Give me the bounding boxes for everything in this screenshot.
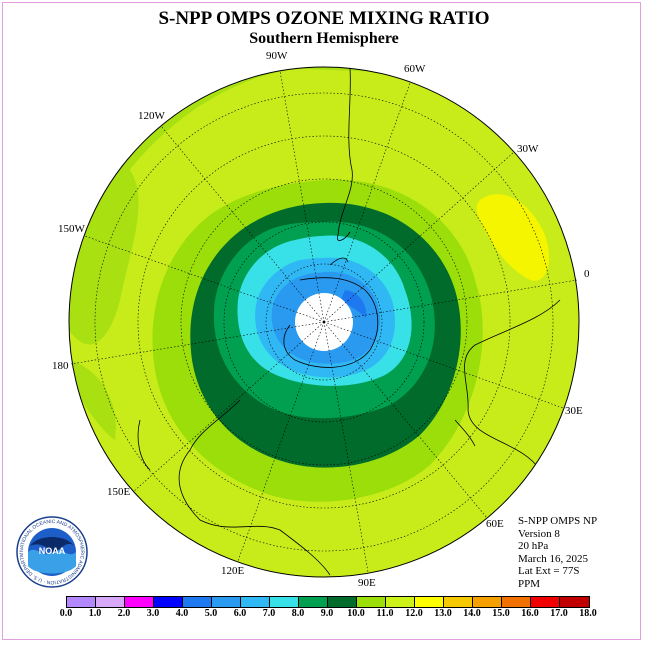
meridian-180 — [70, 321, 325, 365]
meridian-30w — [323, 151, 515, 323]
colorbar-tick-label: 1.0 — [88, 608, 102, 619]
coast-africa-tip — [464, 299, 561, 471]
coast-south-america — [337, 67, 353, 241]
coast-nz — [137, 419, 151, 471]
colorbar-tick-label: 18.0 — [579, 608, 597, 619]
lon-label-60w: 60W — [404, 63, 426, 75]
colorbar-tick-label: 13.0 — [434, 608, 452, 619]
meridian-150w — [84, 235, 325, 323]
colorbar-cell-1 — [96, 597, 125, 607]
field-13 — [476, 194, 550, 281]
coast-antarctica — [283, 277, 379, 368]
coastlines — [137, 67, 561, 576]
colorbar-tick-label: 3.0 — [146, 608, 160, 619]
meridian-30e — [323, 321, 564, 409]
colorbar-cell-3 — [154, 597, 183, 607]
colorbar-cell-12 — [415, 597, 444, 607]
colorbar-tick-label: 6.0 — [233, 608, 247, 619]
colorbar-cell-13 — [444, 597, 473, 607]
lon-label-60e: 60E — [486, 518, 504, 530]
logo-text: NOAA — [39, 546, 66, 556]
lon-label-90w: 90W — [266, 50, 288, 62]
info-level: 20 hPa — [518, 540, 549, 553]
colorbar-cell-2 — [125, 597, 154, 607]
coast-peninsula — [329, 257, 349, 266]
map-title: S-NPP OMPS OZONE MIXING RATIO — [158, 8, 490, 29]
colorbar-tick-label: 4.0 — [175, 608, 189, 619]
field-4-5 — [340, 290, 367, 318]
lon-label-90e: 90E — [358, 577, 376, 589]
colorbar-tick-label: 16.0 — [521, 608, 539, 619]
lat-circle-3 — [180, 178, 468, 466]
colorbar-cell-0 — [67, 597, 96, 607]
colorbar-cell-4 — [183, 597, 212, 607]
meridian-60e — [323, 321, 488, 519]
meridian-150e — [132, 321, 325, 493]
meridian-90w — [279, 70, 325, 323]
colorbar-cell-6 — [241, 597, 270, 607]
meridian-0 — [323, 279, 578, 323]
colorbar-cell-16 — [531, 597, 560, 607]
field-rim-left — [69, 170, 139, 345]
lon-label-0: 0 — [584, 268, 590, 280]
lon-label-150e: 150E — [107, 486, 131, 498]
colorbar-tick-label: 2.0 — [117, 608, 131, 619]
meridian-60w — [323, 82, 411, 323]
lon-label-30e: 30E — [565, 405, 583, 417]
colorbar-cell-5 — [212, 597, 241, 607]
colorbar — [66, 596, 590, 608]
map-boundary — [68, 66, 580, 578]
south-pole-marker — [322, 320, 326, 324]
lat-circle-2 — [223, 221, 425, 423]
info-block: S-NPP OMPS NP Version 8 20 hPa March 16,… — [518, 515, 597, 591]
info-instrument: S-NPP OMPS NP — [518, 515, 598, 527]
lon-label-30w: 30W — [517, 143, 539, 155]
field-rim-left2 — [70, 360, 116, 440]
colorbar-cell-14 — [473, 597, 502, 607]
info-units: PPM — [518, 577, 541, 590]
lon-label-120w: 120W — [138, 110, 165, 122]
lon-label-150w: 150W — [58, 223, 85, 235]
info-date: March 16, 2025 — [518, 552, 588, 565]
colorbar-tick-label: 10.0 — [347, 608, 365, 619]
info-version: Version 8 — [518, 527, 560, 540]
info-lat-ext: Lat Ext = 77S — [518, 565, 580, 578]
colorbar-tick-label: 12.0 — [405, 608, 423, 619]
logo-wave-icon — [28, 549, 76, 574]
lat-circle-5 — [94, 92, 554, 552]
lat-circle-4 — [137, 135, 511, 509]
coast-australia — [178, 399, 331, 576]
colorbar-cell-8 — [299, 597, 328, 607]
noaa-logo: NATIONAL OCEANIC AND ATMOSPHERIC ADMINIS… — [16, 516, 88, 588]
colorbar-tick-label: 5.0 — [204, 608, 218, 619]
lat-circle-1 — [265, 263, 383, 381]
colorbar-tick-label: 0.0 — [59, 608, 73, 619]
colorbar-cell-17 — [560, 597, 589, 607]
colorbar-tick-label: 11.0 — [376, 608, 394, 619]
colorbar-tick-label: 14.0 — [463, 608, 481, 619]
colorbar-cell-10 — [357, 597, 386, 607]
colorbar-tick-label: 7.0 — [262, 608, 276, 619]
colorbar-tick-label: 15.0 — [492, 608, 510, 619]
graticule — [70, 70, 578, 573]
meridian-120w — [160, 125, 325, 323]
logo-bird-icon — [30, 537, 74, 553]
lon-label-120e: 120E — [221, 565, 245, 577]
colorbar-tick-label: 8.0 — [291, 608, 305, 619]
meridian-120e — [237, 321, 325, 562]
colorbar-cell-15 — [502, 597, 531, 607]
coast-madagascar — [454, 419, 476, 447]
colorbar-tick-label: 17.0 — [550, 608, 568, 619]
colorbar-cell-7 — [270, 597, 299, 607]
colorbar-tick-label: 9.0 — [320, 608, 334, 619]
lon-label-180: 180 — [52, 360, 69, 372]
map-subtitle: Southern Hemisphere — [249, 30, 399, 47]
colorbar-cell-11 — [386, 597, 415, 607]
figure-frame — [2, 2, 641, 640]
meridian-90e — [323, 321, 369, 573]
colorbar-cell-9 — [328, 597, 357, 607]
